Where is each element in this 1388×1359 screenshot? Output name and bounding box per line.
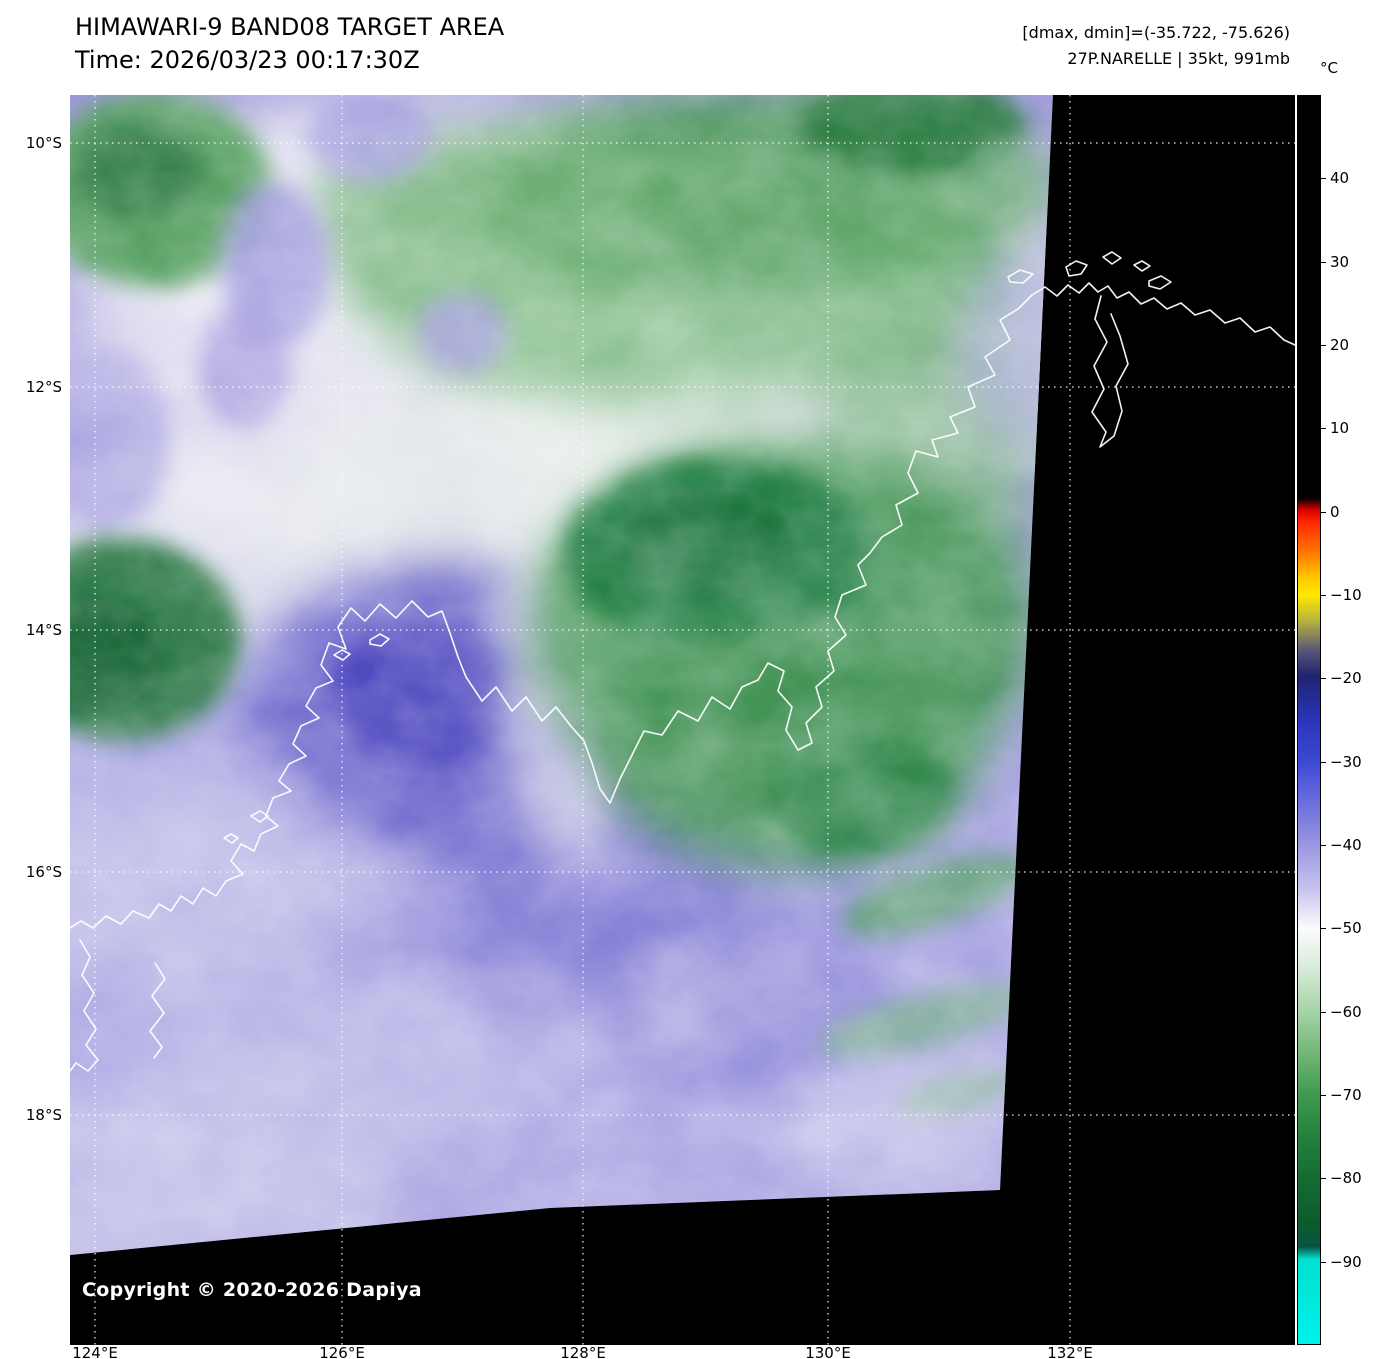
- colorbar-tick-label: 40: [1319, 169, 1350, 187]
- copyright-label: Copyright © 2020-2026 Dapiya: [82, 1279, 422, 1301]
- colorbar-tick-label: −90: [1320, 1253, 1362, 1271]
- lon-tick-label: 126°E: [319, 1344, 365, 1359]
- colorbar-unit-label: °C: [1320, 59, 1338, 77]
- colorbar-tick-label: −50: [1320, 919, 1362, 937]
- lon-tick-label: 128°E: [560, 1344, 606, 1359]
- coastline: [70, 251, 1295, 1072]
- satellite-map: Copyright © 2020-2026 Dapiya: [70, 95, 1295, 1345]
- lon-tick-label: 130°E: [805, 1344, 851, 1359]
- grid-lines: [70, 95, 1295, 1345]
- lat-tick-label: 16°S: [25, 863, 62, 881]
- colorbar-tick-label: −40: [1320, 836, 1362, 854]
- colorbar-tick-label: 20: [1319, 336, 1350, 354]
- satellite-image-canvas: [70, 95, 1295, 1345]
- temperature-colorbar: [1297, 95, 1321, 1345]
- colorbar-tick-label: 0: [1320, 503, 1340, 521]
- colorbar-tick-label: −30: [1320, 753, 1362, 771]
- colorbar-tick-label: −20: [1320, 669, 1362, 687]
- colorbar-tick-label: 10: [1319, 419, 1350, 437]
- colorbar-tick-label: −70: [1320, 1086, 1362, 1104]
- colorbar-tick-label: 30: [1319, 253, 1350, 271]
- lon-tick-label: 124°E: [72, 1344, 118, 1359]
- figure-time-label: Time: 2026/03/23 00:17:30Z: [75, 46, 420, 74]
- figure-title: HIMAWARI-9 BAND08 TARGET AREA: [75, 13, 505, 41]
- satellite-data-swath: [70, 95, 1053, 1255]
- colorbar-tick-label: −60: [1320, 1003, 1362, 1021]
- colorbar-tick-label: −10: [1320, 586, 1362, 604]
- lat-tick-label: 14°S: [25, 621, 62, 639]
- lat-tick-label: 12°S: [25, 378, 62, 396]
- header-right-block: [dmax, dmin]=(-35.722, -75.626) 27P.NARE…: [1022, 20, 1290, 72]
- colorbar-tick-label: −80: [1320, 1169, 1362, 1187]
- storm-info-label: 27P.NARELLE | 35kt, 991mb: [1067, 49, 1290, 68]
- dmax-dmin-label: [dmax, dmin]=(-35.722, -75.626): [1022, 23, 1290, 42]
- lat-tick-label: 18°S: [25, 1106, 62, 1124]
- lat-tick-label: 10°S: [25, 134, 62, 152]
- lon-tick-label: 132°E: [1047, 1344, 1093, 1359]
